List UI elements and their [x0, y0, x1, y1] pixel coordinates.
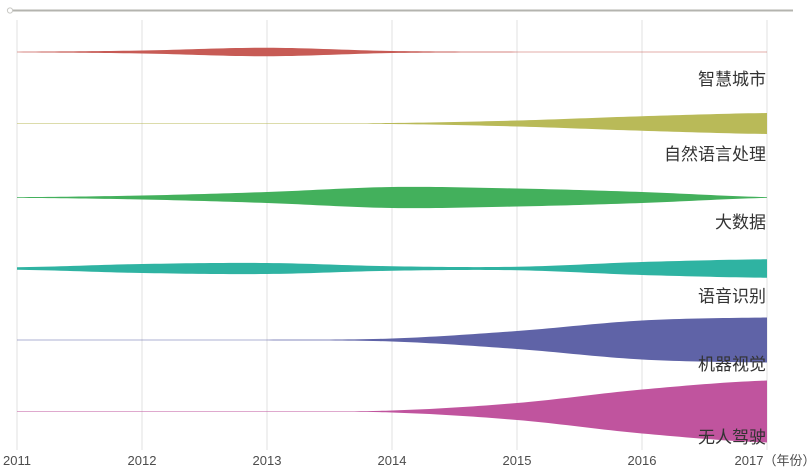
x-tick-2012: 2012	[128, 453, 157, 468]
series-label-1: 自然语言处理	[664, 145, 766, 164]
stream-2[interactable]	[17, 186, 767, 209]
stream-1[interactable]	[17, 113, 767, 134]
series-label-4: 机器视觉	[698, 355, 766, 374]
axis-handle-dot[interactable]	[6, 7, 14, 14]
x-tick-2014: 2014	[378, 453, 407, 468]
x-tick-2015: 2015	[503, 453, 532, 468]
top-axis-rule	[12, 9, 793, 12]
stream-0[interactable]	[17, 47, 767, 57]
series-label-5: 无人驾驶	[698, 428, 766, 447]
stream-3[interactable]	[17, 259, 767, 278]
x-tick-2017: 2017（年份）	[735, 453, 810, 468]
x-tick-2013: 2013	[253, 453, 282, 468]
stream-4[interactable]	[17, 317, 767, 363]
series-label-0: 智慧城市	[698, 70, 766, 89]
series-label-3: 语音识别	[698, 287, 766, 306]
stream-5[interactable]	[17, 380, 767, 443]
series-label-2: 大数据	[715, 213, 766, 232]
x-tick-2011: 2011	[3, 453, 31, 468]
x-tick-2016: 2016	[628, 453, 657, 468]
